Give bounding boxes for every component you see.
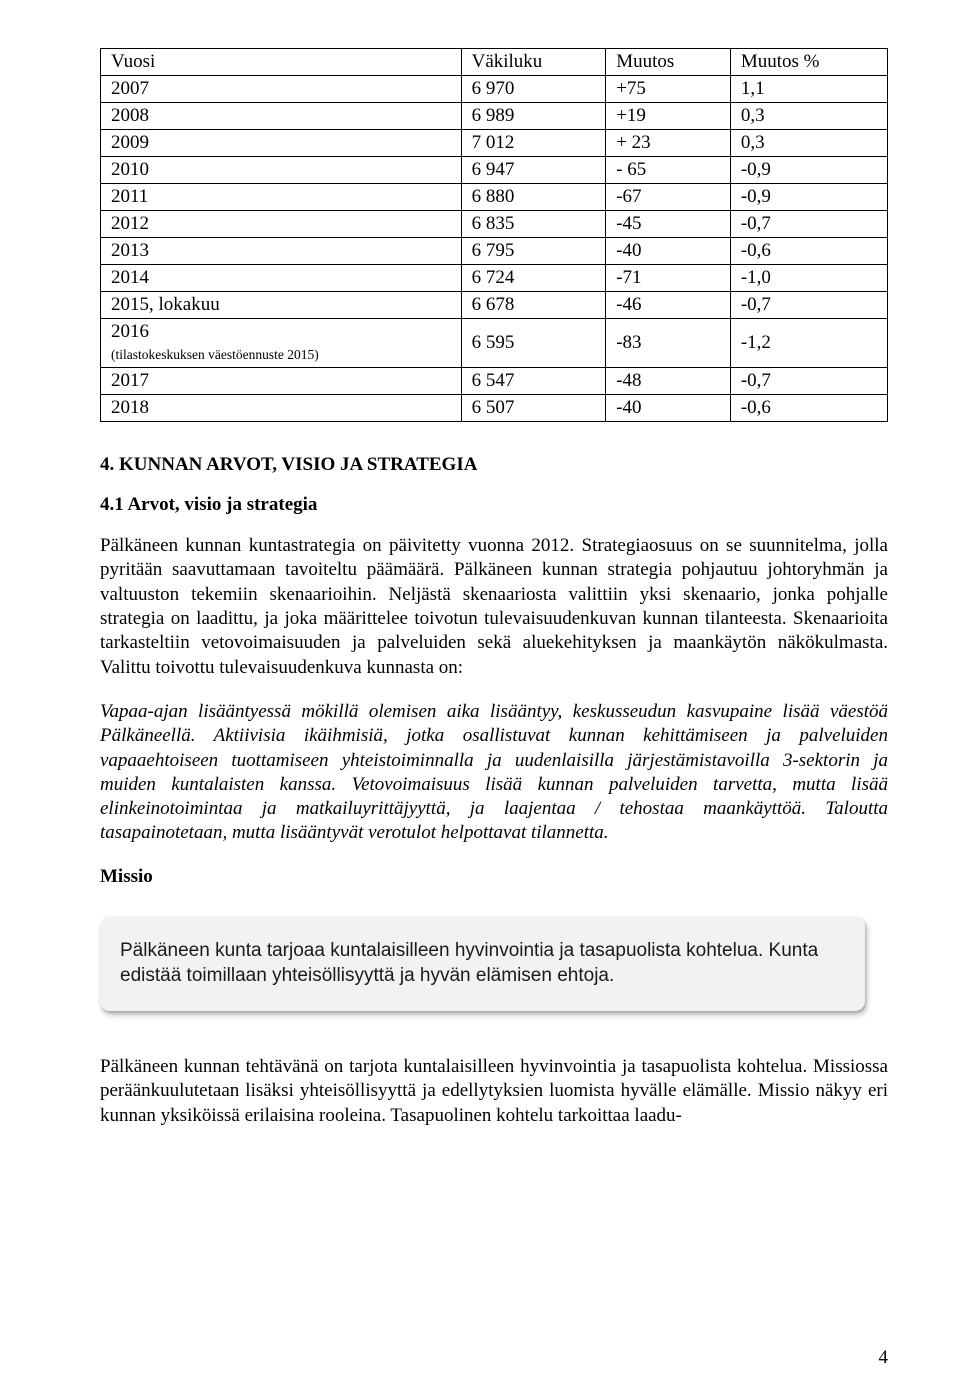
col-population: Väkiluku [461,49,606,76]
cell-chg: -46 [606,292,731,319]
col-change: Muutos [606,49,731,76]
cell-pop: 6 724 [461,265,606,292]
cell-year: 2008 [101,103,462,130]
table-row: 2013 6 795 -40 -0,6 [101,238,888,265]
table-header-row: Vuosi Väkiluku Muutos Muutos % [101,49,888,76]
cell-chg: -40 [606,395,731,422]
section-heading: 4. KUNNAN ARVOT, VISIO JA STRATEGIA [100,454,888,476]
cell-pop: 6 835 [461,211,606,238]
cell-pct: -0,6 [730,395,887,422]
cell-year: 2014 [101,265,462,292]
cell-chg: +19 [606,103,731,130]
missio-callout-text: Pälkäneen kunta tarjoaa kuntalaisilleen … [120,938,845,989]
cell-pct: 0,3 [730,103,887,130]
table-row: 2017 6 547 -48 -0,7 [101,368,888,395]
cell-pct: -0,7 [730,292,887,319]
table-row: 2007 6 970 +75 1,1 [101,76,888,103]
cell-chg: + 23 [606,130,731,157]
cell-chg: -45 [606,211,731,238]
cell-year: 2012 [101,211,462,238]
col-change-pct: Muutos % [730,49,887,76]
cell-year: 2017 [101,368,462,395]
table-row: 2008 6 989 +19 0,3 [101,103,888,130]
cell-pct: -0,7 [730,368,887,395]
cell-year: 2011 [101,184,462,211]
cell-pop: 6 880 [461,184,606,211]
cell-year: 2007 [101,76,462,103]
missio-label: Missio [100,866,888,888]
cell-year: 2018 [101,395,462,422]
table-row: 2009 7 012 + 23 0,3 [101,130,888,157]
col-year: Vuosi [101,49,462,76]
cell-pop: 6 595 [461,319,606,368]
population-table: Vuosi Väkiluku Muutos Muutos % 2007 6 97… [100,48,888,422]
cell-year-sub: (tilastokeskuksen väestöennuste 2015) [111,347,319,362]
table-row: 2012 6 835 -45 -0,7 [101,211,888,238]
missio-callout: Pälkäneen kunta tarjoaa kuntalaisilleen … [100,916,865,1011]
cell-pop: 6 507 [461,395,606,422]
table-row: 2014 6 724 -71 -1,0 [101,265,888,292]
cell-pct: -0,6 [730,238,887,265]
cell-pop: 6 970 [461,76,606,103]
cell-chg: -40 [606,238,731,265]
cell-pop: 6 678 [461,292,606,319]
table-row: 2015, lokakuu 6 678 -46 -0,7 [101,292,888,319]
cell-pct: -0,7 [730,211,887,238]
cell-chg: +75 [606,76,731,103]
cell-pop: 7 012 [461,130,606,157]
cell-year: 2015, lokakuu [101,292,462,319]
cell-pop: 6 795 [461,238,606,265]
cell-pct: -1,2 [730,319,887,368]
cell-pop: 6 947 [461,157,606,184]
cell-pop: 6 989 [461,103,606,130]
paragraph-3: Pälkäneen kunnan tehtävänä on tarjota ku… [100,1055,888,1128]
cell-pct: 0,3 [730,130,887,157]
subsection-heading: 4.1 Arvot, visio ja strategia [100,494,888,516]
cell-year: 2013 [101,238,462,265]
cell-pct: -0,9 [730,157,887,184]
cell-year: 2016 (tilastokeskuksen väestöennuste 201… [101,319,462,368]
page-number: 4 [879,1347,889,1369]
paragraph-2: Vapaa-ajan lisääntyessä mökillä olemisen… [100,700,888,846]
cell-chg: -71 [606,265,731,292]
cell-pct: -1,0 [730,265,887,292]
cell-year-main: 2016 [111,321,149,342]
cell-year: 2009 [101,130,462,157]
cell-pct: 1,1 [730,76,887,103]
cell-year: 2010 [101,157,462,184]
cell-pop: 6 547 [461,368,606,395]
cell-chg: -83 [606,319,731,368]
cell-chg: - 65 [606,157,731,184]
paragraph-1: Pälkäneen kunnan kuntastrategia on päivi… [100,534,888,680]
table-row: 2016 (tilastokeskuksen väestöennuste 201… [101,319,888,368]
cell-pct: -0,9 [730,184,887,211]
cell-chg: -67 [606,184,731,211]
cell-chg: -48 [606,368,731,395]
table-row: 2010 6 947 - 65 -0,9 [101,157,888,184]
table-row: 2011 6 880 -67 -0,9 [101,184,888,211]
table-row: 2018 6 507 -40 -0,6 [101,395,888,422]
document-page: Vuosi Väkiluku Muutos Muutos % 2007 6 97… [0,0,960,1389]
